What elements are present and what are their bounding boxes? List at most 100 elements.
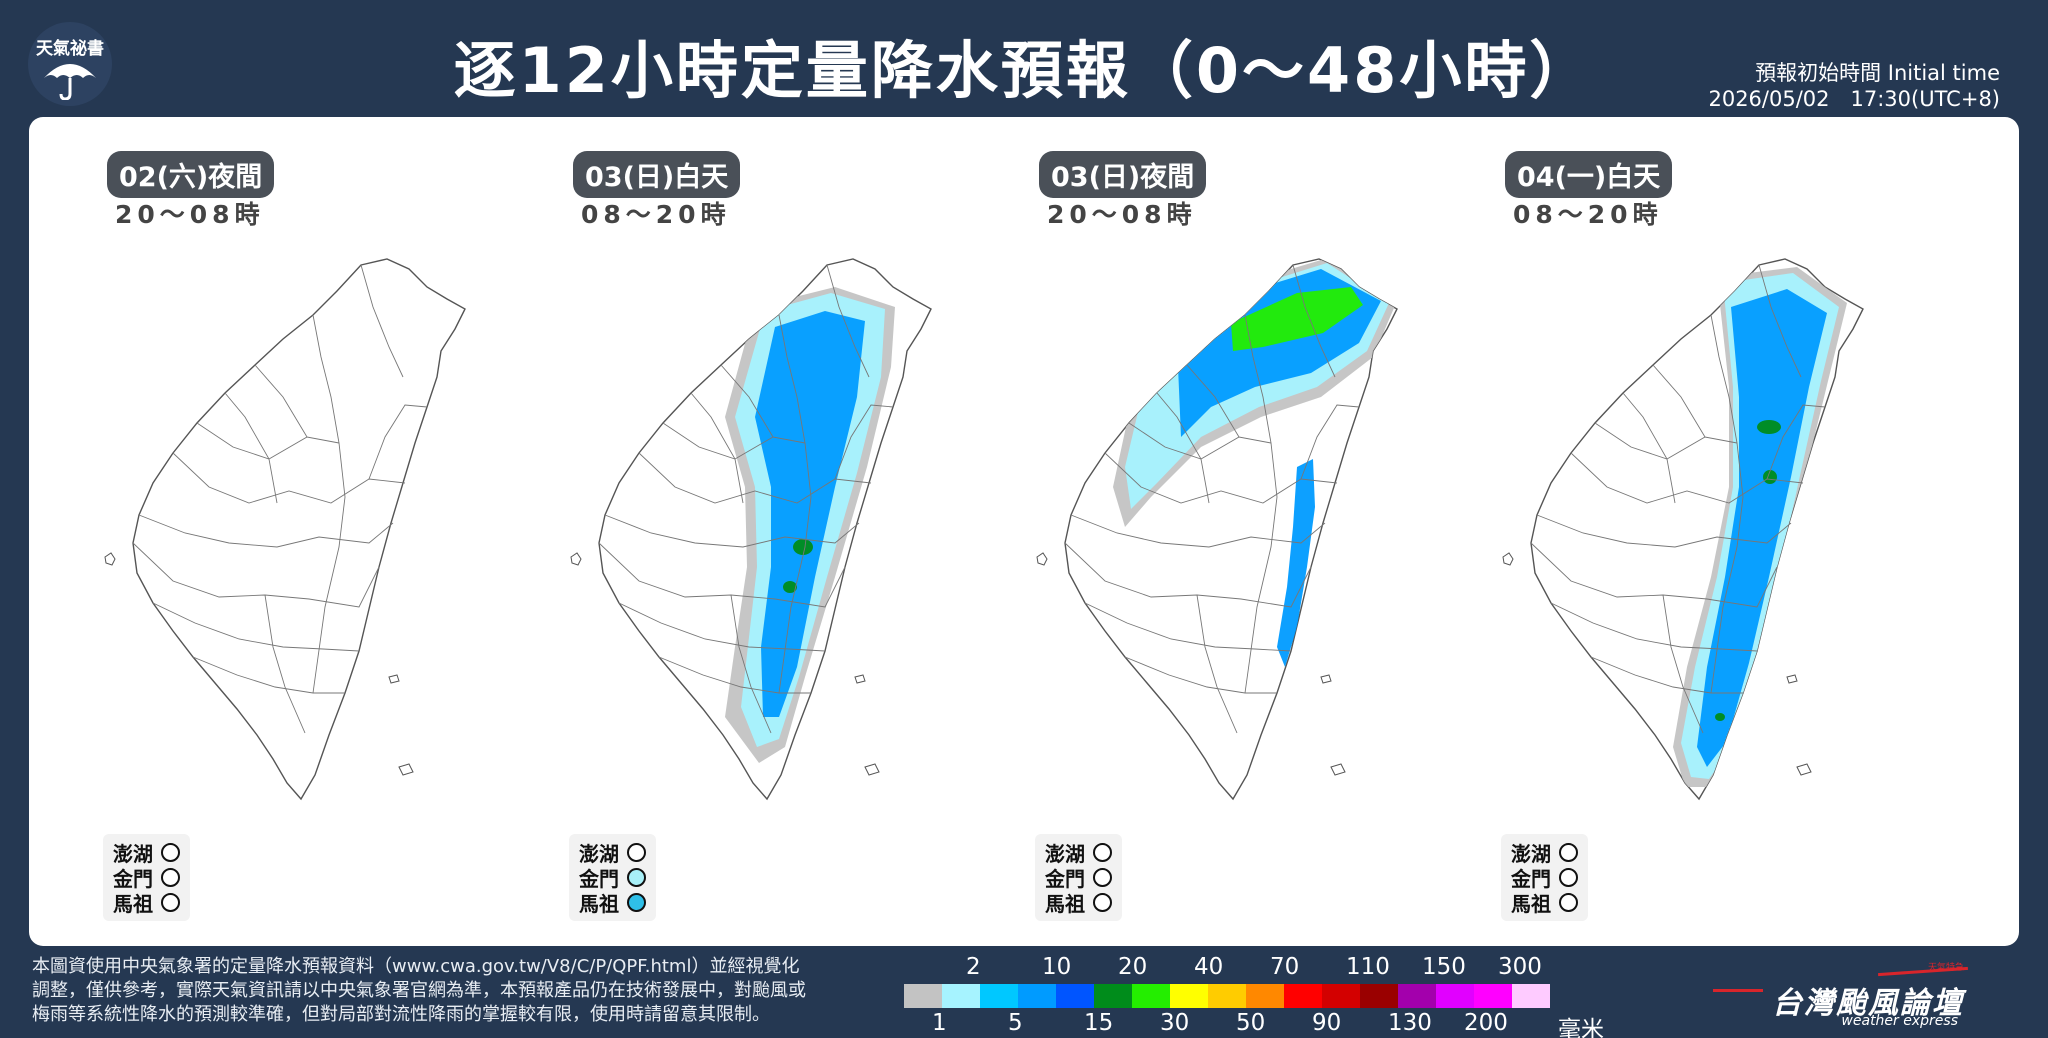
panel-hours: 20～08時 [1047,200,1197,229]
county-border [1758,264,1802,378]
island-row: 馬祖 [113,890,180,916]
county-border [1710,314,1744,694]
island-row: 馬祖 [1045,890,1112,916]
penghu-island [1036,552,1048,566]
legend-top-label: 2 [966,954,981,980]
legend-swatch [942,984,980,1008]
island-rain-dot [1093,843,1112,862]
county-border [224,392,278,504]
county-border [264,594,306,734]
brand-mark: 天氣特急 台灣颱風論壇 weather express [1708,958,2008,1029]
penghu-island [1502,552,1514,566]
brand-name: 台灣颱風論壇 [1772,986,1964,1021]
island-rain-dot [161,843,180,862]
forecast-board: 02(六)夜間 20～08時 澎湖 金門 馬祖 03(日)白天 08～20時 澎湖 金門 馬祖 03… [29,117,2019,946]
note-line: 本圖資使用中央氣象署的定量降水預報資料（www.cwa.gov.tw/V8/C/… [32,956,800,977]
island-row: 金門 [579,865,646,891]
county-border [778,314,812,694]
island-row: 金門 [113,865,180,891]
rain-area [1697,289,1827,767]
note-line: 調整，僅供參考，實際天氣資訊請以中央氣象署官網為準，本預報產品仍在技術發展中，對… [32,980,806,1001]
outlying-islands-box: 澎湖 金門 馬祖 [103,834,190,921]
outlying-islands-box: 澎湖 金門 馬祖 [569,834,656,921]
county-border [312,314,346,694]
county-border [1124,656,1277,694]
island-rain-dot [627,843,646,862]
legend-swatch [980,984,1018,1008]
legend-swatch [1018,984,1056,1008]
orchid-island [864,763,880,776]
legend-top-label: 110 [1346,954,1390,980]
island-row: 澎湖 [113,840,180,866]
legend-top-label: 20 [1118,954,1148,980]
island-rain-dot [1559,868,1578,887]
orchid-island [1796,763,1812,776]
island-name: 馬祖 [1045,892,1085,916]
county-border [1292,264,1336,378]
island-row: 澎湖 [579,840,646,866]
rain-area [755,311,865,717]
island-row: 馬祖 [1511,890,1578,916]
legend-top-label: 10 [1042,954,1072,980]
county-border [618,602,826,652]
brand-subtitle: weather express [1841,1013,1958,1029]
island-name: 金門 [579,867,619,891]
penghu-island [570,552,582,566]
island-row: 馬祖 [579,890,646,916]
panel-hours: 08～20時 [1513,200,1663,229]
county-border [720,364,774,438]
county-border [690,392,744,504]
county-border [826,264,870,378]
island-name: 馬祖 [579,892,619,916]
legend-top-label: 70 [1270,954,1300,980]
legend-swatch [1094,984,1132,1008]
legend-unit: 毫米 [1558,1017,1604,1038]
island-rain-dot [1093,868,1112,887]
island-name: 馬祖 [113,892,153,916]
taiwan-map [104,258,466,801]
county-border [1196,594,1238,734]
island-name: 金門 [1511,867,1551,891]
penghu-island [104,552,116,566]
island-name: 澎湖 [113,842,153,866]
rain-area [1231,287,1363,351]
legend-swatch [1474,984,1512,1008]
outlying-islands-box: 澎湖 金門 馬祖 [1501,834,1588,921]
orchid-island [1330,763,1346,776]
legend-swatch [904,984,942,1008]
island-rain-dot [161,868,180,887]
county-border [1186,364,1240,438]
county-border [834,404,894,480]
county-border [1300,404,1360,480]
outlying-islands-box: 澎湖 金門 馬祖 [1035,834,1122,921]
county-border [360,264,404,378]
green-island [1320,674,1332,684]
island-rain-dot [1093,893,1112,912]
legend-bottom-label: 1 [932,1010,947,1036]
legend-top-label: 40 [1194,954,1224,980]
legend-swatch [1246,984,1284,1008]
island-rain-dot [627,868,646,887]
panel-date-badge: 04(一)白天 [1505,151,1673,198]
forecast-panel: 03(日)白天 08～20時 澎湖 金門 馬祖 [495,117,961,946]
island-name: 馬祖 [1511,892,1551,916]
green-island [388,674,400,684]
county-border [1652,364,1706,438]
legend-bottom-label: 200 [1464,1010,1508,1036]
rain-area [1277,459,1315,667]
logo-text: 天氣祕書 [36,39,104,59]
initial-time: 預報初始時間 Initial time 2026/05/02 17:30(UTC… [1708,60,2000,112]
county-border [1070,514,1326,548]
taiwan-map [1036,258,1398,801]
forecast-panel: 04(一)白天 08～20時澎湖 金門 馬祖 [1427,117,1893,946]
taiwan-outline [132,258,466,801]
island-rain-dot [1559,843,1578,862]
taiwan-map [1502,258,1864,801]
county-border [1766,404,1826,480]
legend-bottom-label: 130 [1388,1010,1432,1036]
legend-swatch [1284,984,1322,1008]
county-border [1590,656,1743,694]
legend-bottom-label: 30 [1160,1010,1190,1036]
legend-bottom-label: 90 [1312,1010,1342,1036]
county-border [730,594,772,734]
